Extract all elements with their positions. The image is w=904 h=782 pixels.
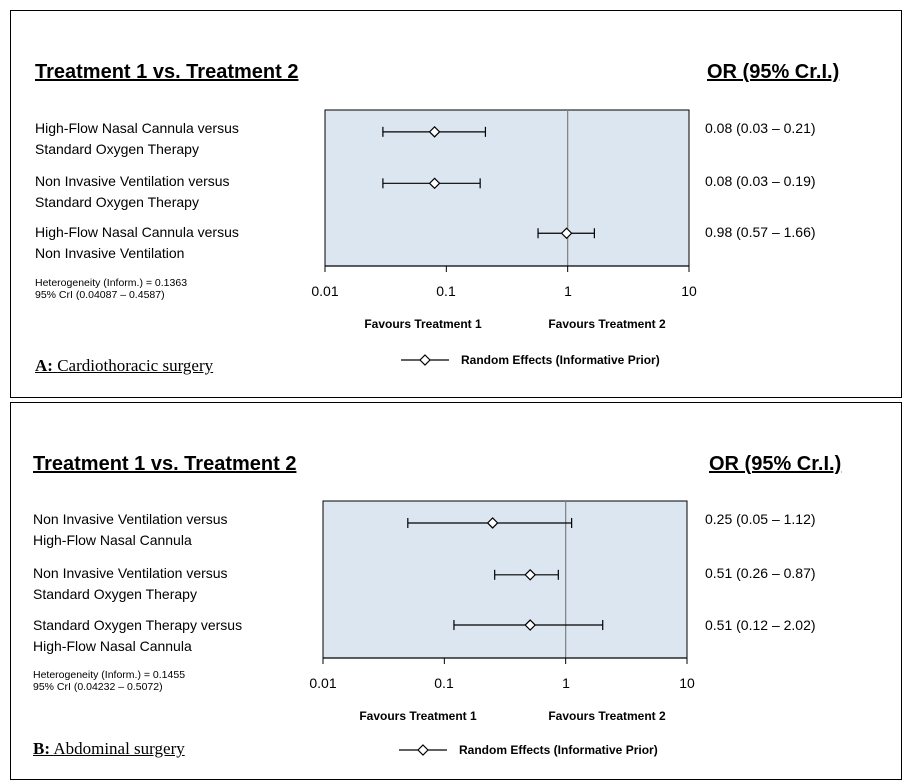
tick-label: 0.01 [311, 283, 339, 299]
heading-left: Treatment 1 vs. Treatment 2 [33, 453, 297, 475]
panel-caption: B: Abdominal surgery [33, 739, 185, 759]
comparison-line2: High-Flow Nasal Cannula [33, 532, 192, 548]
comparison-label: High-Flow Nasal Cannula versus Standard … [35, 118, 239, 160]
comparison-line1: Standard Oxygen Therapy versus [33, 617, 243, 633]
legend: Random Effects (Informative Prior) [401, 353, 660, 367]
comparison-line1: Non Invasive Ventilation versus [33, 565, 228, 581]
comparison-line2: High-Flow Nasal Cannula [33, 638, 192, 654]
or-ci-label: 0.25 (0.05 – 1.12) [705, 511, 816, 527]
forest-panel-b: Treatment 1 vs. Treatment 2 OR (95% Cr.I… [10, 402, 902, 780]
legend-label: Random Effects (Informative Prior) [459, 743, 658, 757]
or-ci-label: 0.98 (0.57 – 1.66) [705, 224, 816, 240]
favours-right-label: Favours Treatment 2 [548, 709, 666, 723]
tick-label: 1 [562, 675, 570, 691]
heterogeneity-line2: 95% CrI (0.04232 – 0.5072) [33, 681, 163, 693]
comparison-line2: Non Invasive Ventilation [35, 245, 185, 261]
caption-text: Cardiothoracic surgery [57, 356, 214, 375]
tick-label: 0.1 [436, 283, 456, 299]
or-ci-label: 0.08 (0.03 – 0.19) [705, 173, 816, 189]
favours-right-label: Favours Treatment 2 [548, 317, 666, 331]
panel-caption: A: Cardiothoracic surgery [35, 356, 213, 376]
comparison-label: Non Invasive Ventilation versus Standard… [35, 171, 230, 213]
comparison-label: Non Invasive Ventilation versus High-Flo… [33, 509, 228, 551]
comparison-line1: High-Flow Nasal Cannula versus [35, 224, 239, 240]
tick-label: 10 [679, 675, 695, 691]
comparison-line1: Non Invasive Ventilation versus [35, 173, 230, 189]
or-point-marker [428, 177, 441, 190]
plot-background [322, 500, 688, 659]
favours-left-label: Favours Treatment 1 [359, 709, 477, 723]
comparison-label: High-Flow Nasal Cannula versus Non Invas… [35, 222, 239, 264]
comparison-label: Standard Oxygen Therapy versus High-Flow… [33, 615, 242, 657]
legend-marker-icon [399, 744, 447, 756]
comparison-line2: Standard Oxygen Therapy [33, 586, 197, 602]
favours-left-label: Favours Treatment 1 [364, 317, 482, 331]
or-ci-label: 0.08 (0.03 – 0.21) [705, 120, 816, 136]
or-ci-label: 0.51 (0.26 – 0.87) [705, 565, 816, 581]
tick-label: 0.01 [309, 675, 337, 691]
heading-right: OR (95% Cr.I.) [709, 453, 842, 475]
comparison-line2: Standard Oxygen Therapy [35, 141, 199, 157]
legend: Random Effects (Informative Prior) [399, 743, 658, 757]
legend-label: Random Effects (Informative Prior) [461, 353, 660, 367]
tick-label: 0.1 [434, 675, 454, 691]
heterogeneity-note: Heterogeneity (Inform.) = 0.1455 95% CrI… [33, 669, 185, 693]
or-point-marker [428, 125, 441, 138]
comparison-line2: Standard Oxygen Therapy [35, 194, 199, 210]
or-point-marker [560, 227, 573, 240]
tick-label: 10 [681, 283, 697, 299]
comparison-line1: Non Invasive Ventilation versus [33, 511, 228, 527]
or-point-marker [486, 517, 499, 529]
forest-plot-area [324, 109, 690, 272]
heterogeneity-line2: 95% CrI (0.04087 – 0.4587) [35, 289, 165, 301]
legend-marker-icon [401, 354, 449, 366]
comparison-label: Non Invasive Ventilation versus Standard… [33, 563, 228, 605]
heading-left: Treatment 1 vs. Treatment 2 [35, 61, 299, 83]
caption-letter: A: [35, 356, 53, 375]
caption-text: Abdominal surgery [53, 739, 185, 758]
heterogeneity-note: Heterogeneity (Inform.) = 0.1363 95% CrI… [35, 277, 187, 301]
or-point-marker [524, 568, 537, 581]
or-point-marker [524, 619, 537, 631]
caption-letter: B: [33, 739, 50, 758]
heterogeneity-line1: Heterogeneity (Inform.) = 0.1455 [33, 669, 186, 681]
comparison-line1: High-Flow Nasal Cannula versus [35, 120, 239, 136]
heading-right: OR (95% Cr.I.) [707, 61, 840, 83]
plot-background [324, 109, 690, 267]
forest-panel-a: Treatment 1 vs. Treatment 2 OR (95% Cr.I… [10, 10, 902, 398]
or-ci-label: 0.51 (0.12 – 2.02) [705, 617, 816, 633]
forest-plot-area [322, 500, 688, 664]
tick-label: 1 [564, 283, 572, 299]
heterogeneity-line1: Heterogeneity (Inform.) = 0.1363 [35, 277, 188, 289]
